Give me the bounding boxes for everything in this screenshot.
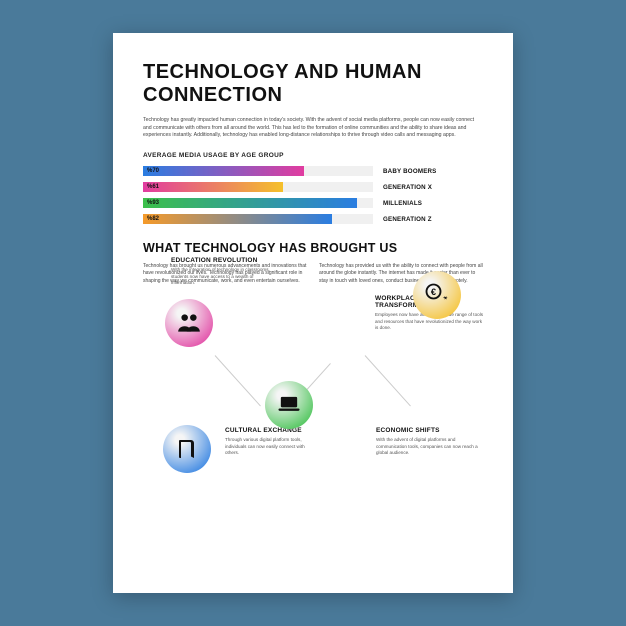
section-title: WHAT TECHNOLOGY HAS BROUGHT US bbox=[143, 241, 483, 255]
bar-fill: %61 bbox=[143, 182, 283, 192]
bar-fill: %93 bbox=[143, 198, 357, 208]
icon-desc: Through various digital platform tools, … bbox=[225, 437, 315, 456]
column-right: Technology has provided us with the abil… bbox=[319, 263, 483, 286]
bar-track: %70 bbox=[143, 166, 373, 176]
icon-diagram: EDUCATION REVOLUTION With the integratio… bbox=[143, 299, 483, 494]
bar-row: %93 MILLENIALS bbox=[143, 198, 483, 209]
icon-desc: With the integration of technology in cl… bbox=[171, 267, 271, 286]
bar-track: %82 bbox=[143, 214, 373, 224]
bar-value-label: %93 bbox=[147, 200, 159, 206]
bar-category-label: GENERATION Z bbox=[383, 216, 432, 223]
icon-block-education: EDUCATION REVOLUTION With the integratio… bbox=[165, 299, 213, 347]
bar-value-label: %82 bbox=[147, 216, 159, 222]
bar-value-label: %61 bbox=[147, 184, 159, 190]
icon-text-cultural: CULTURAL EXCHANGE Through various digita… bbox=[225, 427, 315, 456]
bar-fill: %70 bbox=[143, 166, 304, 176]
bar-fill: %82 bbox=[143, 214, 332, 224]
book-icon bbox=[163, 425, 211, 473]
bar-track: %61 bbox=[143, 182, 373, 192]
bar-category-label: BABY BOOMERS bbox=[383, 168, 437, 175]
bar-row: %61 GENERATION X bbox=[143, 182, 483, 193]
people-icon bbox=[165, 299, 213, 347]
connector-line bbox=[365, 355, 411, 406]
connector-line bbox=[215, 355, 261, 406]
page-title: TECHNOLOGY AND HUMAN CONNECTION bbox=[143, 61, 483, 107]
icon-text-education: EDUCATION REVOLUTION With the integratio… bbox=[171, 257, 271, 286]
chart-title: AVERAGE MEDIA USAGE BY AGE GROUP bbox=[143, 152, 483, 159]
bar-value-label: %70 bbox=[147, 168, 159, 174]
bar-track: %93 bbox=[143, 198, 373, 208]
euro-gear-icon: € bbox=[413, 271, 461, 319]
intro-paragraph: Technology has greatly impacted human co… bbox=[143, 117, 483, 140]
bar-category-label: GENERATION X bbox=[383, 184, 432, 191]
icon-desc: With the advent of digital platforms and… bbox=[376, 437, 486, 456]
icon-text-economic: ECONOMIC SHIFTS With the advent of digit… bbox=[376, 427, 486, 456]
usage-bar-chart: %70 BABY BOOMERS %61 GENERATION X %93 MILLENI… bbox=[143, 166, 483, 225]
icon-block-laptop bbox=[265, 381, 313, 429]
bar-row: %70 BABY BOOMERS bbox=[143, 166, 483, 177]
laptop-icon bbox=[265, 381, 313, 429]
bar-row: %82 GENERATION Z bbox=[143, 214, 483, 225]
icon-title: EDUCATION REVOLUTION bbox=[171, 257, 271, 264]
infographic-page: TECHNOLOGY AND HUMAN CONNECTION Technolo… bbox=[113, 33, 513, 593]
svg-text:€: € bbox=[431, 287, 437, 297]
icon-title: ECONOMIC SHIFTS bbox=[376, 427, 486, 434]
bar-category-label: MILLENIALS bbox=[383, 200, 422, 207]
